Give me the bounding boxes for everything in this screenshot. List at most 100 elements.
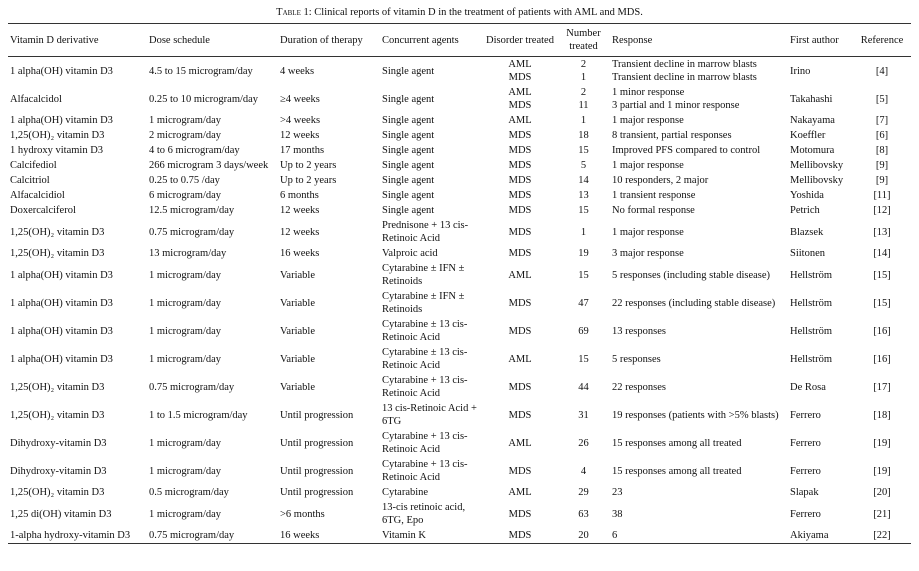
table-cell: 4	[580, 465, 587, 477]
table-cell: 1 alpha(OH) vitamin D3	[10, 269, 113, 281]
table-cell: Until progression	[280, 487, 354, 498]
table-cell: [15]	[873, 297, 891, 309]
table-cell: 0.75 microgram/day	[149, 530, 235, 541]
table: Vitamin D derivative Dose schedule Duratio…	[8, 23, 911, 544]
table-cell: 22 responses (including stable disease)	[612, 297, 776, 309]
table-cell: Until progression	[280, 465, 354, 477]
table-row: 1 alpha(OH) vitamin D3 1 microgram/day Var…	[8, 289, 911, 317]
document: Table 1: Clinical reports of vitamin D i…	[8, 3, 911, 544]
table-cell: 6 microgram/day	[149, 190, 222, 201]
table-cell: Vitamin K	[382, 530, 426, 541]
table-cell: [16]	[873, 353, 891, 365]
table-cell: 1 to 1.5 microgram/day	[149, 409, 248, 421]
cell-line: 2	[580, 87, 587, 98]
table-cell: AML MDS	[483, 57, 557, 86]
table-cell: 1 alpha(OH) vitamin D3	[10, 325, 113, 337]
table-cell: Cytarabine ± 13 cis-Retinoic Acid	[382, 319, 468, 343]
table-cell: 15	[578, 205, 589, 216]
table-cell: 26	[578, 437, 589, 449]
table-cell: MDS	[508, 508, 532, 520]
table-cell: 1 alpha(OH) vitamin D3	[10, 65, 113, 77]
table-cell: 1,25(OH)₂ vitamin D3	[10, 248, 105, 259]
table-cell: 17 months	[280, 145, 325, 156]
table-cell: Single agent	[382, 65, 435, 77]
table-cell: Ferrero	[790, 508, 821, 520]
table-cell: [4]	[875, 65, 889, 77]
table-cell: [7]	[875, 115, 889, 126]
table-cell: [9]	[875, 175, 889, 186]
table-cell: [19]	[873, 437, 891, 449]
table-cell: AML	[508, 353, 532, 365]
table-cell: Hellström	[790, 325, 832, 337]
table-cell: Improved PFS compared to control	[612, 145, 761, 156]
table-row: 1,25(OH)₂ vitamin D3 0.75 microgram/day 12…	[8, 218, 911, 246]
table-cell: 1 alpha(OH) vitamin D3	[10, 353, 113, 365]
column-header: Vitamin D derivative	[10, 34, 99, 46]
table-cell: 1 microgram/day	[149, 297, 222, 309]
table-cell: AML	[508, 115, 532, 126]
table-cell: No formal response	[612, 205, 695, 216]
cell-line: Transient decline in marrow blasts	[612, 59, 757, 70]
table-row: Dihydroxy-vitamin D3 1 microgram/day Until…	[8, 457, 911, 485]
table-cell: 47	[578, 297, 589, 309]
table-row: 1,25(OH)₂ vitamin D3 0.5 microgram/day Unt…	[8, 485, 911, 500]
table-cell: 0.25 to 0.75 /day	[149, 175, 220, 186]
table-cell: 266 microgram 3 days/week	[149, 160, 269, 171]
table-cell: Variable	[280, 269, 315, 281]
table-cell: 1 microgram/day	[149, 325, 222, 337]
table-cell: [15]	[873, 269, 891, 281]
table-head: Vitamin D derivative Dose schedule Duratio…	[8, 23, 911, 57]
column-header: Reference	[860, 34, 904, 46]
table-cell: Variable	[280, 353, 315, 365]
table-cell: MDS	[508, 130, 532, 141]
table-cell: MDS	[508, 175, 532, 186]
table-cell: Ferrero	[790, 465, 821, 477]
table-cell: 19	[578, 248, 589, 259]
table-cell: Cytarabine + 13 cis-Retinoic Acid	[382, 459, 468, 483]
table-cell: Variable	[280, 381, 315, 393]
table-cell: MDS	[508, 325, 532, 337]
table-cell: 5 responses	[612, 353, 661, 365]
table-cell: 0.25 to 10 microgram/day	[149, 93, 259, 105]
table-row: 1 alpha(OH) vitamin D3 1 microgram/day Var…	[8, 261, 911, 289]
table-cell: 14	[578, 175, 589, 186]
table-cell: Ferrero	[790, 437, 821, 449]
table-cell: Dihydroxy-vitamin D3	[10, 437, 107, 449]
table-cell: Calcitriol	[10, 175, 50, 186]
table-cell: Doxercalciferol	[10, 205, 76, 216]
table-cell: MDS	[508, 409, 532, 421]
table-row: Calcitriol 0.25 to 0.75 /day Up to 2 years…	[8, 173, 911, 188]
table-cell: 3 major response	[612, 248, 684, 259]
table-cell: Up to 2 years	[280, 175, 337, 186]
table-cell: Dihydroxy-vitamin D3	[10, 465, 107, 477]
table-cell: 0.5 microgram/day	[149, 487, 229, 498]
table-cell: Cytarabine	[382, 487, 429, 498]
table-cell: ≥4 weeks	[280, 93, 320, 105]
caption-label: Table 1	[276, 7, 309, 18]
table-cell: Single agent	[382, 145, 435, 156]
table-cell: MDS	[508, 190, 532, 201]
table-cell: Cytarabine ± 13 cis-Retinoic Acid	[382, 347, 468, 371]
header-row: Vitamin D derivative Dose schedule Duratio…	[8, 23, 911, 57]
table-cell: 31	[578, 409, 589, 421]
table-body: 1 alpha(OH) vitamin D3 4.5 to 15 microgra…	[8, 57, 911, 544]
cell-line: 11	[578, 100, 589, 111]
table-row: 1,25(OH)₂ vitamin D3 13 microgram/day 16 w…	[8, 246, 911, 261]
table-cell: Single agent	[382, 160, 435, 171]
table-cell: AML	[508, 487, 532, 498]
table-cell: 1 transient response	[612, 190, 696, 201]
table-cell: AML MDS	[483, 85, 557, 113]
table-cell: Single agent	[382, 130, 435, 141]
table-cell: Irino	[790, 65, 811, 77]
table-cell: 38	[612, 508, 623, 520]
table-cell: 12.5 microgram/day	[149, 205, 235, 216]
table-cell: 2 11	[557, 85, 610, 113]
table-cell: MDS	[508, 465, 532, 477]
table-cell: [18]	[873, 409, 891, 421]
table-cell: 63	[578, 508, 589, 520]
table-cell: 44	[578, 381, 589, 393]
table-cell: 1,25(OH)₂ vitamin D3	[10, 487, 105, 498]
table-cell: 12 weeks	[280, 226, 320, 238]
